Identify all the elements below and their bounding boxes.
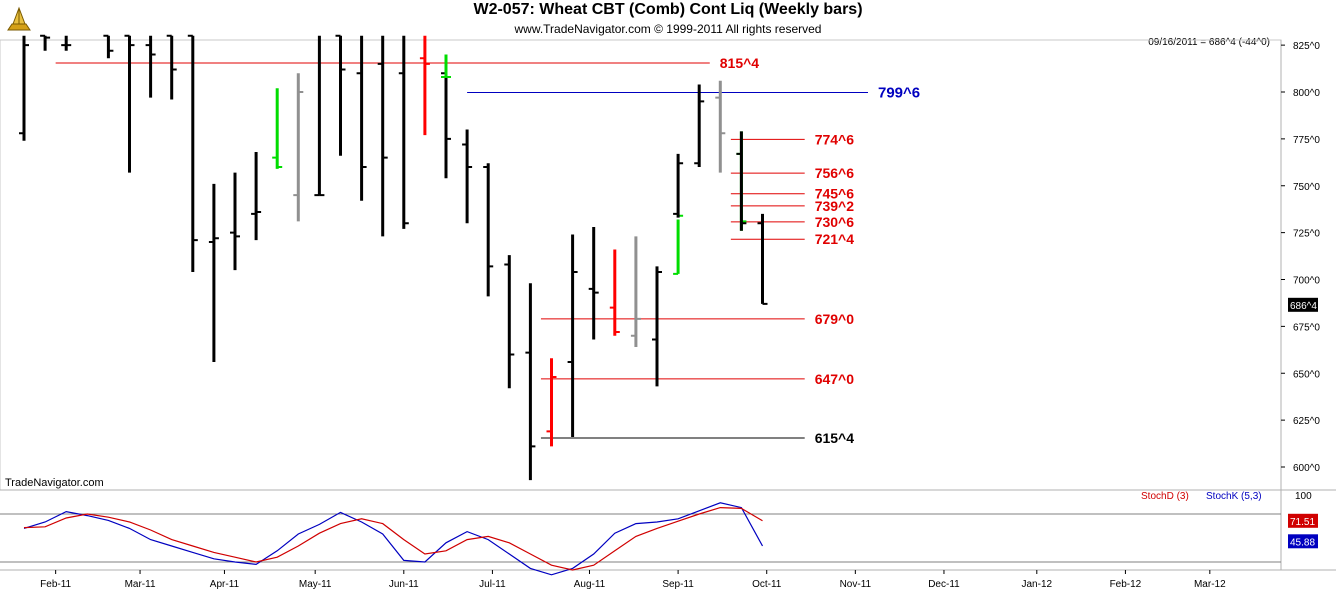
level-label: 679^0 xyxy=(815,311,855,327)
level-label: 730^6 xyxy=(815,214,855,230)
level-label: 615^4 xyxy=(815,430,855,446)
level-label: 774^6 xyxy=(815,131,855,147)
y-tick-label: 750^0 xyxy=(1293,182,1320,193)
level-label: 756^6 xyxy=(815,165,855,181)
x-tick-label: Jul-11 xyxy=(479,579,506,590)
x-tick-label: Feb-12 xyxy=(1110,579,1142,590)
stochd-value-label: 71.51 xyxy=(1290,517,1315,528)
stochk-value-badge xyxy=(1288,534,1318,549)
x-tick-label: Dec-11 xyxy=(928,579,960,590)
last-price-marker xyxy=(1288,297,1318,312)
x-tick-label: Oct-11 xyxy=(752,579,782,590)
y-tick-label: 800^0 xyxy=(1293,88,1320,99)
copyright-text: www.TradeNavigator.com © 1999-2011 All r… xyxy=(514,22,822,36)
stochd-value-badge xyxy=(1288,513,1318,528)
trade-navigator-logo xyxy=(7,6,31,31)
y-tick-label: 650^0 xyxy=(1293,369,1320,380)
stochk-line xyxy=(23,502,764,576)
stochd-line xyxy=(23,506,763,571)
y-tick-label: 725^0 xyxy=(1293,229,1320,240)
level-label: 721^4 xyxy=(815,231,855,247)
last-price-label: 686^4 xyxy=(1290,301,1317,312)
x-tick-label: Apr-11 xyxy=(210,579,240,590)
x-tick-label: Mar-12 xyxy=(1194,579,1226,590)
y-tick-label: 625^0 xyxy=(1293,416,1320,427)
y-tick-label: 825^0 xyxy=(1293,41,1320,52)
x-tick-label: Feb-11 xyxy=(40,579,71,590)
level-label: 815^4 xyxy=(720,55,760,71)
y-tick-label: 775^0 xyxy=(1293,135,1320,146)
level-label: 647^0 xyxy=(815,371,855,387)
legend-stochd: StochD (3) xyxy=(1141,491,1189,502)
y-tick-label: 700^0 xyxy=(1293,276,1320,287)
chart-title: W2-057: Wheat CBT (Comb) Cont Liq (Weekl… xyxy=(473,1,863,18)
y-tick-label: 600^0 xyxy=(1293,463,1320,474)
level-label: 739^2 xyxy=(815,198,855,214)
x-tick-label: Jan-12 xyxy=(1022,579,1053,590)
level-label: 799^6 xyxy=(878,84,920,101)
osc-y-tick-label: 100 xyxy=(1295,491,1312,502)
x-tick-label: Jun-11 xyxy=(389,579,419,590)
x-tick-label: May-11 xyxy=(299,579,332,590)
x-tick-label: Aug-11 xyxy=(574,579,606,590)
x-tick-label: Mar-11 xyxy=(125,579,156,590)
brand-watermark: TradeNavigator.com xyxy=(5,477,104,489)
x-tick-label: Nov-11 xyxy=(840,579,872,590)
x-tick-label: Sep-11 xyxy=(662,579,694,590)
last-price-dateline: 09/16/2011 = 686^4 (-44^0) xyxy=(1148,37,1270,48)
stochk-value-label: 45.88 xyxy=(1290,537,1315,548)
level-label: 745^6 xyxy=(815,186,855,202)
y-tick-label: 675^0 xyxy=(1293,322,1320,333)
legend-stochk: StochK (5,3) xyxy=(1206,491,1262,502)
